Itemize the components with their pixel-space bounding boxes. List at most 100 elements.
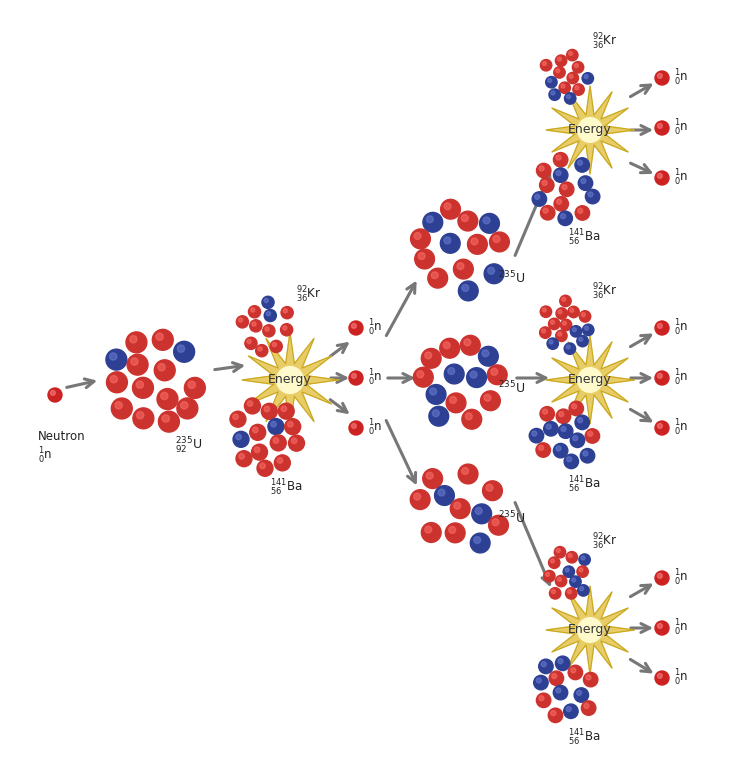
Circle shape [566,707,572,711]
Circle shape [482,350,489,357]
Circle shape [553,444,568,458]
Circle shape [557,577,561,581]
Circle shape [570,433,584,447]
Circle shape [444,203,451,210]
Circle shape [578,368,602,392]
Circle shape [161,392,168,399]
Circle shape [443,342,450,349]
Circle shape [250,308,255,312]
Circle shape [553,686,568,700]
Circle shape [457,262,464,269]
Circle shape [417,371,424,378]
Circle shape [133,378,153,399]
Circle shape [273,437,279,444]
Circle shape [566,552,578,563]
Circle shape [575,63,578,67]
Circle shape [410,490,430,509]
Circle shape [584,673,598,687]
Text: $\mathregular{^{141}_{56}}$Ba: $\mathregular{^{141}_{56}}$Ba [270,478,302,498]
Circle shape [431,272,438,279]
Circle shape [584,74,588,79]
Circle shape [486,485,493,491]
Circle shape [578,618,602,642]
Circle shape [126,332,147,353]
Circle shape [561,84,565,88]
Circle shape [655,171,669,185]
Circle shape [558,659,563,663]
Circle shape [274,455,290,471]
Circle shape [484,394,491,401]
Circle shape [655,121,669,135]
Circle shape [250,424,265,440]
Circle shape [492,519,499,526]
Text: $\mathregular{^1_0}$n: $\mathregular{^1_0}$n [674,68,688,88]
Text: $\mathregular{^1_0}$n: $\mathregular{^1_0}$n [674,668,688,688]
Circle shape [264,406,270,412]
Circle shape [266,312,271,316]
Circle shape [550,320,554,324]
Circle shape [556,155,561,160]
Circle shape [426,385,446,404]
Circle shape [549,89,560,101]
Circle shape [579,554,590,565]
Circle shape [558,332,562,336]
Circle shape [544,422,558,436]
Circle shape [489,515,508,535]
Circle shape [657,324,662,328]
Text: $\mathregular{^1_0}$n: $\mathregular{^1_0}$n [674,318,688,338]
Circle shape [110,375,118,383]
Circle shape [549,340,553,344]
Circle shape [657,74,662,78]
Circle shape [583,324,594,336]
Circle shape [351,423,357,428]
Circle shape [158,411,179,432]
Circle shape [581,448,595,463]
Text: $\mathregular{^{235}_{92}}$U: $\mathregular{^{235}_{92}}$U [175,436,202,456]
Text: Energy: Energy [568,124,612,136]
Circle shape [484,264,504,283]
Circle shape [551,590,556,594]
Circle shape [569,51,572,56]
Circle shape [541,60,552,71]
Circle shape [581,556,585,560]
Circle shape [421,348,441,368]
Circle shape [546,424,551,429]
Circle shape [544,570,555,582]
Circle shape [556,409,571,423]
Circle shape [432,409,440,416]
Circle shape [249,306,261,318]
Circle shape [657,123,662,128]
Circle shape [540,306,552,317]
Circle shape [559,82,571,94]
Circle shape [440,200,461,219]
Circle shape [136,412,144,419]
Text: Energy: Energy [568,624,612,636]
Text: $\mathregular{^{92}_{36}}$Kr: $\mathregular{^{92}_{36}}$Kr [592,32,618,52]
Circle shape [580,587,584,591]
Circle shape [265,327,269,331]
Circle shape [567,72,578,84]
Circle shape [177,345,185,352]
Circle shape [428,269,448,288]
Circle shape [556,69,559,73]
Circle shape [559,424,573,438]
Circle shape [278,403,294,420]
Circle shape [479,347,498,366]
Circle shape [548,318,560,330]
Circle shape [532,431,537,436]
Circle shape [264,299,268,303]
Circle shape [537,163,551,178]
Circle shape [577,566,588,577]
Circle shape [414,232,421,239]
Text: Energy: Energy [568,374,612,386]
Circle shape [573,436,578,440]
Circle shape [546,573,550,577]
Circle shape [572,578,576,582]
Circle shape [574,688,589,702]
Circle shape [566,568,569,572]
Circle shape [230,411,246,427]
Circle shape [564,704,578,718]
Circle shape [260,463,265,469]
Circle shape [283,326,287,330]
Circle shape [489,232,509,252]
